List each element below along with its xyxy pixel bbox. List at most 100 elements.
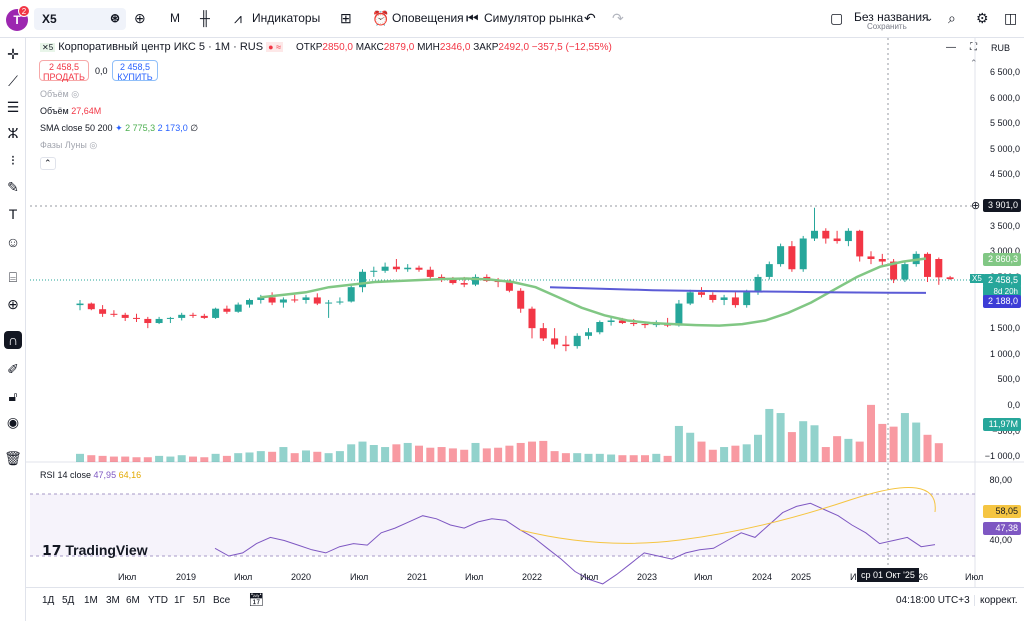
lock-icon[interactable]: 🔓︎ [8, 388, 18, 404]
settings-icon[interactable]: ⚙ [976, 10, 989, 26]
forecast-icon[interactable]: ⁝ [10, 152, 16, 168]
candle-body [551, 338, 559, 345]
range-button[interactable]: 5Л [193, 595, 206, 606]
volume-bar [607, 454, 616, 462]
price-axis-label: 6 000,0 [989, 92, 1020, 103]
minimize-pane-icon[interactable]: — [946, 42, 956, 53]
alerts-button[interactable]: Оповещения [392, 11, 464, 25]
volume-bar [720, 447, 729, 462]
brush-icon[interactable]: ✎ [7, 179, 19, 195]
ruler-icon[interactable]: ⌸ [8, 269, 18, 285]
zoom-icon[interactable]: ⊕ [7, 296, 19, 312]
collapse-legend-button[interactable]: ⌃ [40, 157, 56, 170]
indicator-moon-phases[interactable]: Фазы Луны ◎ [40, 140, 98, 150]
time-axis-label: 2019 [176, 572, 197, 582]
alert-icon[interactable]: ⏰ [372, 10, 390, 26]
rsi-legend[interactable]: RSI 14 close 47,95 64,16 [40, 470, 142, 480]
price-axis-label: −1 000,0 [984, 451, 1020, 462]
layout-title[interactable]: Без названия [854, 10, 929, 24]
text-icon[interactable]: T [8, 206, 18, 222]
redo-icon[interactable]: ↷ [612, 10, 624, 26]
symbol-tag: X5 [970, 274, 984, 283]
candle-body [370, 270, 378, 272]
volume-bar [222, 455, 231, 462]
legend-title[interactable]: Корпоративный центр ИКС 5 · 1M · RUS [58, 41, 264, 53]
chevron-down-icon[interactable]: ⌄ [925, 13, 934, 24]
crosshair-icon[interactable]: ✛ [7, 46, 19, 62]
volume-bar [787, 432, 796, 462]
time-axis-label: Ию [850, 572, 863, 582]
time-axis-label: Июл [350, 572, 369, 582]
volume-bar [505, 445, 514, 462]
sell-button[interactable]: 2 458,5 ПРОДАТЬ [39, 60, 89, 82]
time-axis-label: Июл [118, 572, 137, 582]
save-status[interactable]: Сохранить [867, 22, 907, 31]
range-button[interactable]: 3М [106, 595, 120, 606]
indicators-icon[interactable]: ⩘ [234, 10, 242, 26]
goto-date-icon[interactable]: 📅︎ [248, 592, 265, 607]
indicator-volume[interactable]: Объём 27,64M [40, 106, 102, 116]
range-button[interactable]: 1Д [42, 595, 55, 606]
trash-icon[interactable]: 🗑︎ [4, 450, 22, 466]
indicators-button[interactable]: Индикаторы [252, 11, 321, 25]
chevron-up-icon[interactable]: ⌃ [970, 58, 978, 68]
add-alert-icon[interactable]: ⊕ [971, 200, 981, 212]
eye-off-icon[interactable]: ◎ [89, 140, 98, 150]
fib-icon[interactable]: ☰ [6, 99, 20, 115]
sma200-price-tag: 2 188,0 [983, 295, 1021, 308]
eye-icon[interactable]: ◉ [6, 414, 20, 430]
volume-bar [674, 425, 683, 462]
notification-badge: 2 [18, 5, 30, 17]
emoji-icon[interactable]: ☺ [5, 234, 21, 250]
undo-icon[interactable]: ↶ [584, 10, 596, 26]
x5-logo-icon: ✕5 [40, 43, 56, 52]
currency-label[interactable]: RUB [991, 43, 1011, 53]
snapshot-icon[interactable]: ◫ [1004, 10, 1018, 26]
volume-bar [279, 447, 288, 462]
volume-bar [245, 452, 254, 462]
trendline-icon[interactable]: ⟋ [8, 73, 18, 89]
tradingview-logo: 𝟭𝟳 TradingView [42, 542, 148, 558]
magnet-icon[interactable]: ∩ [4, 331, 22, 349]
market-status-icon[interactable]: ● ≈ [266, 42, 284, 52]
templates-icon[interactable]: ⊞ [340, 10, 352, 26]
range-button[interactable]: Все [213, 595, 231, 606]
quick-search-icon[interactable]: ⌕ [948, 10, 956, 26]
interval-button[interactable]: M [170, 11, 180, 25]
indicator-sma[interactable]: SMA close 50 200 ✦ 2 775,3 2 173,0 ∅ [40, 123, 199, 133]
replay-button[interactable]: Симулятор рынка [484, 11, 584, 25]
range-button[interactable]: 1М [84, 595, 98, 606]
symbol-search[interactable]: X5 ⊛ [34, 8, 126, 30]
maximize-pane-icon[interactable]: ⛶ [970, 42, 977, 53]
buy-button[interactable]: 2 458,5 КУПИТЬ [112, 60, 158, 82]
layout-icon[interactable]: ▢ [830, 10, 844, 26]
volume-bar [143, 457, 152, 462]
candle-body [890, 261, 898, 280]
lock-drawings-icon[interactable]: ✐ [7, 361, 19, 377]
volume-bar [121, 456, 130, 462]
volume-bar [934, 443, 943, 462]
replay-icon[interactable]: ⏮ [466, 10, 479, 26]
volume-bar [324, 453, 333, 462]
range-button[interactable]: 1Г [174, 595, 185, 606]
indicator-volume-hidden[interactable]: Объём ◎ [40, 89, 80, 99]
chart-type-icon[interactable]: ╫ [200, 10, 210, 26]
volume-bar [833, 436, 842, 462]
candle-body [618, 320, 626, 324]
target-icon[interactable]: ⊛ [109, 11, 120, 25]
clock[interactable]: 04:18:00 UTC+3 [896, 595, 970, 606]
adjust-button[interactable]: коррект. [974, 595, 1017, 606]
candle-body [200, 315, 208, 318]
candle-body [234, 304, 242, 312]
range-button[interactable]: 5Д [62, 595, 75, 606]
drawing-toolbar: ✛ ⟋ ☰ ⵣ ⁝ ✎ T ☺ ⌸ ⊕ ∩ ✐ 🔓︎ ◉ 🗑︎ [0, 38, 26, 621]
range-button[interactable]: YTD [148, 595, 168, 606]
range-button[interactable]: 6М [126, 595, 140, 606]
pattern-icon[interactable]: ⵣ [7, 125, 19, 141]
volume-bar [268, 451, 277, 462]
eye-off-icon[interactable]: ◎ [71, 89, 80, 99]
add-symbol-icon[interactable]: ⊕ [134, 10, 146, 26]
candle-body [573, 335, 581, 347]
bottom-toolbar: 1Д 5Д 1М 3М 6М YTD 1Г 5Л Все 📅︎ 04:18:00 UTC+3 к… [26, 587, 1024, 613]
